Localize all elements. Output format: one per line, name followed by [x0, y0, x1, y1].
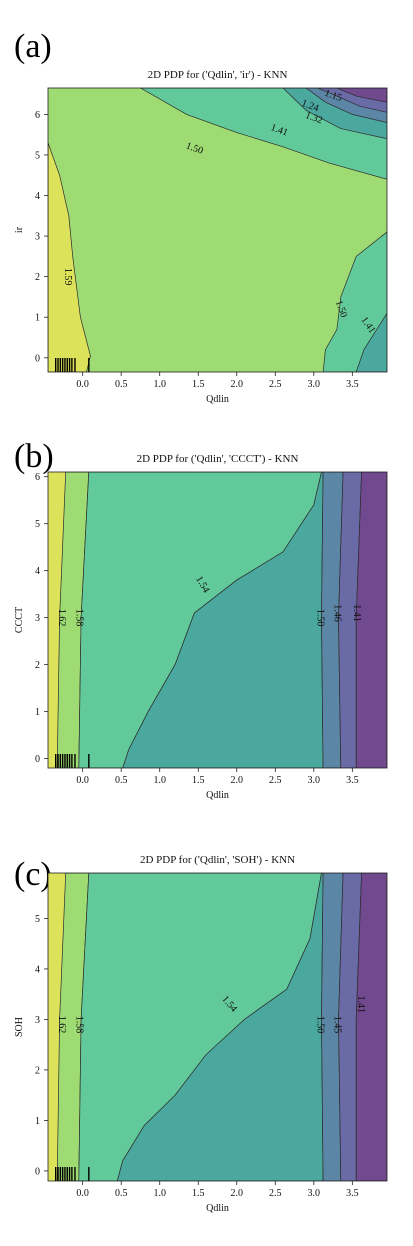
- y-axis-label: SOH: [14, 1017, 25, 1037]
- x-tick-label: 1.0: [153, 379, 166, 390]
- panel-letter-c: (c): [14, 856, 52, 893]
- contour-region-level_7: [355, 873, 387, 1181]
- y-tick-label: 0: [35, 1166, 40, 1177]
- x-tick-label: 1.5: [192, 1188, 205, 1199]
- x-tick-label: 0.0: [76, 775, 89, 786]
- x-tick-label: 2.5: [269, 379, 282, 390]
- y-tick-label: 4: [35, 191, 40, 202]
- y-tick-label: 5: [35, 914, 40, 925]
- contour-region-level_6: [338, 873, 362, 1181]
- contour-region-level_7: [336, 88, 387, 103]
- x-tick-label: 1.0: [153, 1188, 166, 1199]
- x-tick-label: 3.5: [346, 1188, 359, 1199]
- contour-label: 1.50: [315, 1016, 326, 1033]
- x-tick-label: 0.0: [76, 1188, 89, 1199]
- pdp-panel-a: (a) 1.59 1.50 1.41 1.32 1.24 1.15 1.50 1.41 0.0 0…: [0, 0, 413, 410]
- contour-region-level_5: [321, 472, 344, 768]
- contour-label: 1.41: [351, 604, 362, 622]
- plot-frame: [47, 87, 388, 373]
- x-tick-label: 3.5: [346, 775, 359, 786]
- x-tick-label: 2.0: [231, 379, 244, 390]
- y-tick-label: 4: [35, 964, 40, 975]
- y-tick-label: 1: [35, 707, 40, 718]
- contour-regions: [48, 472, 387, 768]
- x-tick-label: 2.0: [231, 1188, 244, 1199]
- contour-label: 1.46: [332, 604, 343, 622]
- chart-a: 1.591.501.411.321.241.151.501.410.0 0.5 1.…: [14, 69, 388, 405]
- contour-regions: [48, 873, 387, 1181]
- x-tick-label: 2.5: [269, 775, 282, 786]
- x-tick-label: 2.0: [231, 775, 244, 786]
- contour-label: 1.62: [56, 1016, 67, 1033]
- panel-letter-a: (a): [14, 28, 52, 65]
- contour-region-level_2: [56, 873, 90, 1181]
- contour-label: 1.50: [315, 609, 326, 627]
- pdp-panel-b: (b) 1.62 1.58 1.54 1.50 1.46 1.41 0.0 0.5 1.0 1.5…: [0, 410, 413, 820]
- contour-label: 1.45: [332, 1016, 343, 1033]
- y-tick-label: 0: [35, 353, 40, 364]
- contour-region-level_1: [48, 142, 91, 372]
- contour-region-level_1: [48, 472, 66, 768]
- x-tick-label: 0.5: [115, 1188, 128, 1199]
- plot-frame: [47, 471, 388, 769]
- y-tick-label: 1: [35, 1116, 40, 1127]
- x-axis-label: Qdlin: [206, 1203, 229, 1214]
- x-tick-label: 1.5: [192, 775, 205, 786]
- contour-regions: [48, 88, 387, 372]
- panel-letter-b: (b): [14, 438, 54, 475]
- contour-region-level_1: [48, 873, 66, 1181]
- y-tick-label: 2: [35, 272, 40, 283]
- x-tick-label: 3.0: [308, 775, 321, 786]
- y-tick-label: 0: [35, 754, 40, 765]
- pdp-panel-c: (c) 1.62 1.58 1.54 1.50 1.45 1.41 0.0 0.5 1.0 1.5…: [0, 828, 413, 1238]
- chart-title: 2D PDP for ('Qdlin', 'ir') - KNN: [148, 69, 288, 81]
- y-tick-label: 5: [35, 150, 40, 161]
- chart-b: 1.62 1.581.541.50 1.46 1.410.0 0.5 1.0 1.5 2.0 2…: [14, 453, 388, 801]
- y-axis-label: CCCT: [14, 607, 25, 633]
- x-tick-label: 1.0: [153, 775, 166, 786]
- contour-label: 1.62: [56, 609, 67, 627]
- contour-label: 1.58: [74, 609, 85, 627]
- x-tick-label: 0.0: [76, 379, 89, 390]
- contour-region-level_2: [56, 472, 90, 768]
- y-tick-label: 6: [35, 472, 40, 483]
- x-tick-label: 3.0: [308, 379, 321, 390]
- chart-c: 1.62 1.581.541.50 1.451.410.0 0.5 1.0 1.5 2.0 2…: [14, 854, 388, 1214]
- chart-title: 2D PDP for ('Qdlin', 'SOH') - KNN: [140, 854, 295, 866]
- x-tick-label: 1.5: [192, 379, 205, 390]
- contour-region-level_3: [322, 231, 387, 372]
- x-tick-label: 3.0: [308, 1188, 321, 1199]
- y-tick-label: 4: [35, 566, 40, 577]
- contour-label: 1.58: [74, 1016, 85, 1033]
- contour-region-level_2: [48, 88, 387, 372]
- y-axis-label: ir: [14, 226, 25, 233]
- y-tick-label: 6: [35, 110, 40, 121]
- y-tick-label: 3: [35, 232, 40, 243]
- x-tick-label: 2.5: [269, 1188, 282, 1199]
- x-tick-label: 0.5: [115, 379, 128, 390]
- contour-region-level_5: [321, 873, 344, 1181]
- y-tick-label: 3: [35, 613, 40, 624]
- contour-region-level_7: [355, 472, 387, 768]
- x-axis-label: Qdlin: [206, 790, 229, 801]
- y-tick-label: 2: [35, 1065, 40, 1076]
- x-axis-label: Qdlin: [206, 394, 229, 405]
- y-tick-label: 5: [35, 519, 40, 530]
- y-tick-label: 1: [35, 313, 40, 324]
- contour-region-level_4: [355, 312, 387, 372]
- y-tick-label: 3: [35, 1015, 40, 1026]
- y-tick-label: 2: [35, 660, 40, 671]
- contour-label: 1.41: [355, 996, 366, 1014]
- contour-label: 1.59: [62, 268, 73, 286]
- x-tick-label: 3.5: [346, 379, 359, 390]
- contour-region-level_6: [338, 472, 362, 768]
- chart-title: 2D PDP for ('Qdlin', 'CCCT') - KNN: [137, 453, 299, 465]
- x-tick-label: 0.5: [115, 775, 128, 786]
- plot-frame: [47, 872, 388, 1182]
